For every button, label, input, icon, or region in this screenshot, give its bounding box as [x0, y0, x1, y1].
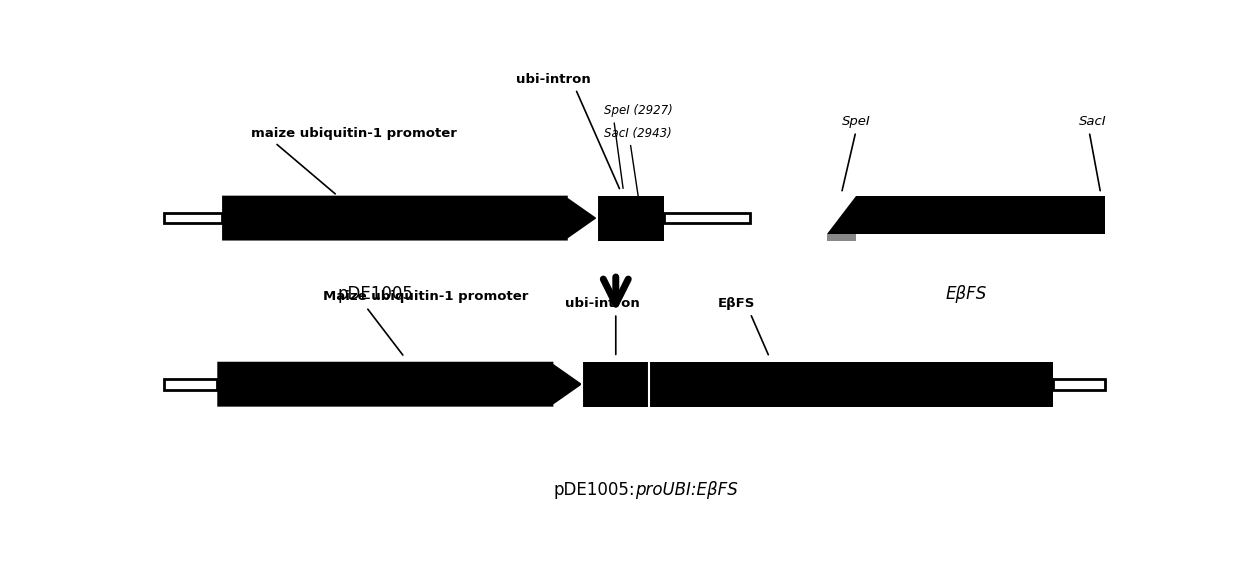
Text: pDE1005:: pDE1005: [554, 480, 636, 498]
Polygon shape [828, 234, 856, 241]
Text: SpeI: SpeI [841, 115, 870, 128]
FancyBboxPatch shape [1053, 379, 1105, 389]
FancyBboxPatch shape [165, 379, 217, 389]
Text: pDE1005: pDE1005 [338, 286, 414, 303]
Text: EβFS: EβFS [719, 297, 756, 310]
Text: SacI: SacI [1079, 115, 1106, 128]
Text: SpeI (2927): SpeI (2927) [605, 104, 673, 117]
Text: SacI (2943): SacI (2943) [605, 127, 672, 139]
Text: ubi-intron: ubi-intron [565, 297, 639, 310]
Text: EβFS: EβFS [945, 286, 987, 303]
Polygon shape [222, 196, 597, 241]
Bar [649, 361, 1053, 407]
Bar [582, 361, 649, 407]
Text: ubi-intron: ubi-intron [515, 73, 591, 86]
Text: proUBI:EβFS: proUBI:EβFS [636, 480, 737, 498]
Bar [597, 196, 664, 241]
Text: maize ubiquitin-1 promoter: maize ubiquitin-1 promoter [250, 127, 457, 139]
Text: Maize ubiquitin-1 promoter: Maize ubiquitin-1 promoter [323, 290, 528, 303]
FancyBboxPatch shape [165, 213, 222, 223]
Polygon shape [217, 361, 582, 407]
FancyBboxPatch shape [664, 213, 751, 223]
Polygon shape [828, 196, 1105, 234]
